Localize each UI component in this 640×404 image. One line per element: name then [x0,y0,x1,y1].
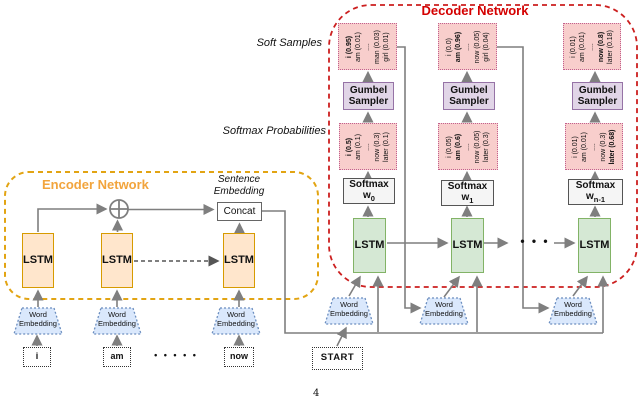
softmax-probs-box-3: i (0.01) am (0.01).... now (0.3) later (0.6… [565,123,623,170]
softmax-probabilities-label: Softmax Probabilities [222,125,326,137]
decoder-network-title: Decoder Network [421,3,529,18]
encoder-lstm-2: LSTM [101,233,133,288]
softmax-probs-box-2: i (0.05) am (0.6).... now (0.05) later (0.3… [438,123,498,170]
soft-samples-label: Soft Samples [256,37,322,49]
encoder-word-embedding-label: Word Embedding [19,310,57,329]
decoder-word-embedding-label: Word Embedding [330,300,368,319]
decoder-lstm-1: LSTM [353,218,386,273]
decoder-word-embedding-shape [548,297,598,325]
softmax-w1-box: Softmax w1 [441,180,494,206]
gumbel-sampler-1: Gumbel Sampler [343,82,394,110]
softmax-wn1-box: Softmax wn-1 [568,179,623,205]
encoder-word-embedding-shape [92,307,142,335]
sentence-embedding-label: Sentence Embedding [213,174,265,197]
soft-samples-box-1: i (0.95) am (0.01).... man (0.03) girl (0.0… [338,23,397,70]
softmax-probs-box-1: i (0.5) am (0.1).... now (0.3) later (0.1) [339,123,397,170]
input-words-ellipsis: • • • • • [154,350,198,360]
softmax-w0-box: Softmax w0 [343,178,395,204]
encoder-lstm-3: LSTM [223,233,255,288]
decoder-lstm-2: LSTM [451,218,484,273]
encoder-word-embedding-label: Word Embedding [217,310,255,329]
page-number: 4 [313,388,320,399]
gumbel-sampler-2: Gumbel Sampler [443,82,495,110]
soft-samples-box-3: i (0.01) am (0.01).... now (0.8) later (0.1… [563,23,621,70]
soft-samples-box-2: i (0.0) am (0.96).... now (0.05) girl (0.04… [438,23,497,70]
encoder-network-title: Encoder Network [42,177,149,192]
encoder-word-embedding-shape [211,307,261,335]
xor-plus-icon [109,199,129,219]
decoder-lstm-ellipsis: • • • [520,234,550,248]
decoder-boundary [328,4,638,288]
encoder-word-embedding-label: Word Embedding [98,310,136,329]
decoder-word-embedding-shape [419,297,469,325]
input-word-now: now [224,347,254,367]
decoder-lstm-3: LSTM [578,218,611,273]
decoder-wires [336,46,601,347]
encoder-lstm-1: LSTM [22,233,54,288]
sentence-embedding-wire [261,210,603,334]
decoder-word-embedding-label: Word Embedding [425,300,463,319]
input-word-am: am [103,347,131,367]
decoder-word-embedding-shape [324,297,374,325]
encoder-wires [31,203,246,346]
start-token-box: START [312,347,363,370]
gumbel-sampler-3: Gumbel Sampler [572,82,623,110]
decoder-word-embedding-label: Word Embedding [554,300,592,319]
input-word-i: i [23,347,51,367]
concat-box: Concat [217,202,262,221]
encoder-boundary [4,171,319,300]
encoder-word-embedding-shape [13,307,63,335]
